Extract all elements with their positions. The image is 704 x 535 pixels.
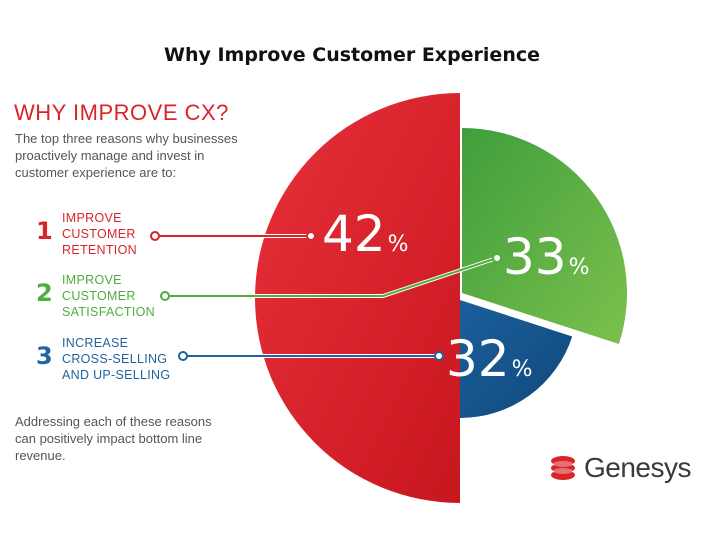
reason-2: 2 IMPROVE CUSTOMER SATISFACTION xyxy=(36,272,182,320)
leader-line xyxy=(165,257,498,297)
reason-3: 3 INCREASE CROSS-SELLING AND UP-SELLING xyxy=(36,335,182,383)
leader-dot xyxy=(150,231,160,241)
brand-logo: Genesys xyxy=(548,452,692,484)
leader-dot xyxy=(160,291,170,301)
slice-value-label: 32% xyxy=(446,330,533,388)
reason-label-line: AND UP-SELLING xyxy=(62,368,171,382)
leader-dot xyxy=(178,351,188,361)
leader-dot xyxy=(306,231,316,241)
reason-label-line: CROSS-SELLING xyxy=(62,352,168,366)
slice-value-label: 42% xyxy=(322,205,409,263)
leader-dot xyxy=(492,253,502,263)
reason-label: INCREASE CROSS-SELLING AND UP-SELLING xyxy=(62,335,182,383)
slice-value-label: 33% xyxy=(503,228,590,286)
outro-text: Addressing each of these reasons can pos… xyxy=(15,414,212,463)
reason-number: 3 xyxy=(36,342,53,370)
pie-slice xyxy=(460,300,573,418)
reason-label-line: IMPROVE xyxy=(62,211,122,225)
reason-label-line: CUSTOMER xyxy=(62,289,136,303)
reason-label-line: SATISFACTION xyxy=(62,305,155,319)
reason-label-line: CUSTOMER xyxy=(62,227,136,241)
reason-label-line: IMPROVE xyxy=(62,273,122,287)
section-heading: WHY IMPROVE CX? xyxy=(14,100,229,125)
reason-label-line: RETENTION xyxy=(62,243,137,257)
reason-number: 1 xyxy=(36,217,53,245)
reason-label-line: INCREASE xyxy=(62,336,129,350)
intro-text: The top three reasons why businesses pro… xyxy=(15,131,238,180)
reason-number: 2 xyxy=(36,279,53,307)
reason-label: IMPROVE CUSTOMER RETENTION xyxy=(62,210,182,258)
page-title: Why Improve Customer Experience xyxy=(163,44,540,66)
reason-1: 1 IMPROVE CUSTOMER RETENTION xyxy=(36,210,182,258)
leader-dot xyxy=(434,351,444,361)
pie-slice xyxy=(462,128,627,344)
reason-label: IMPROVE CUSTOMER SATISFACTION xyxy=(62,272,182,320)
brand-name: Genesys xyxy=(584,452,692,483)
genesys-logo-icon xyxy=(551,456,575,480)
